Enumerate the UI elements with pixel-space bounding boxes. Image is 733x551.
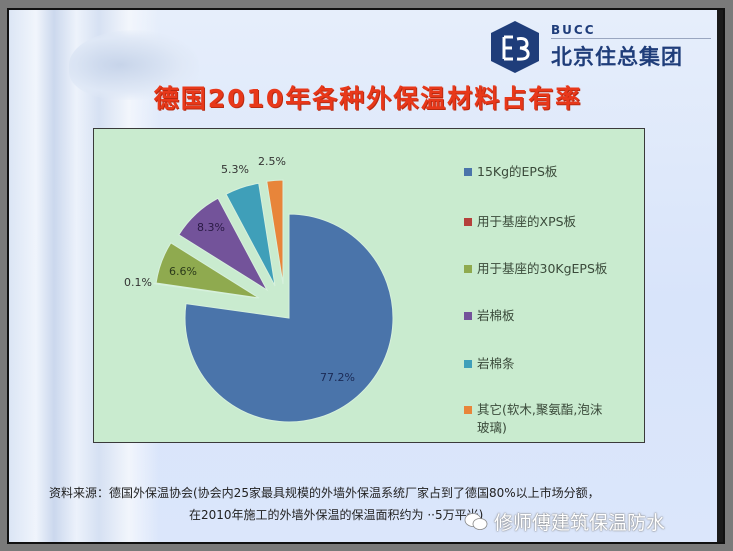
pie-slice-6 — [266, 179, 284, 285]
legend-swatch-icon — [464, 312, 472, 320]
source-line-1: 资料来源：德国外保温协会(协会内25家最具规模的外墙外保温系统厂家占到了德国80… — [49, 486, 600, 500]
pie-slice-4 — [178, 197, 269, 292]
slice-label-6: 2.5% — [258, 155, 286, 168]
pie-chart: 77.2% 0.1% 6.6% 8.3% 5.3% 2.5% 15Kg的EPS板用于基座的… — [93, 128, 645, 443]
legend-label: 岩棉板 — [477, 308, 515, 323]
slide-title: 德国2010年各种外保温材料占有率 — [153, 84, 583, 113]
bucc-logo-icon — [491, 21, 539, 73]
legend-label: 岩棉条 — [477, 356, 515, 371]
slice-label-2: 0.1% — [124, 276, 152, 289]
watermark: 修师傅建筑保温防水 — [464, 508, 665, 535]
pie-slice-5 — [225, 182, 276, 287]
slice-label-4: 8.3% — [197, 221, 225, 234]
legend-swatch-icon — [464, 168, 472, 176]
slide: BUCC 北京住总集团 德国2010年各种外保温材料占有率 77.2% 0.1% 6… — [7, 8, 725, 544]
legend-item: 岩棉条 — [464, 355, 644, 373]
background-pillar-capital — [69, 30, 199, 100]
legend-item: 岩棉板 — [464, 307, 644, 325]
source-line-2: 在2010年施工的外墙外保温的保温面积约为 ··5万平米) — [189, 508, 484, 522]
logo-chinese: 北京住总集团 — [551, 45, 683, 69]
slice-label-1: 77.2% — [320, 371, 355, 384]
legend-label: 其它(软木,聚氨酯,泡沫玻璃) — [477, 402, 603, 435]
pie-chart-plot: 77.2% 0.1% 6.6% 8.3% 5.3% 2.5% — [124, 155, 394, 423]
slide-shadow — [717, 10, 723, 542]
company-logo: BUCC 北京住总集团 — [487, 16, 723, 78]
watermark-text: 修师傅建筑保温防水 — [494, 512, 666, 534]
wechat-icon — [464, 512, 488, 530]
slice-label-3: 6.6% — [169, 265, 197, 278]
legend-item: 用于基座的30KgEPS板 — [464, 260, 644, 278]
legend-item: 其它(软木,聚氨酯,泡沫玻璃) — [464, 401, 614, 437]
pie-slice-1 — [184, 213, 394, 423]
legend-swatch-icon — [464, 360, 472, 368]
legend-item: 15Kg的EPS板 — [464, 163, 644, 181]
legend-swatch-icon — [464, 406, 472, 414]
legend-label: 用于基座的XPS板 — [477, 214, 577, 229]
logo-english: BUCC — [551, 23, 711, 39]
legend-swatch-icon — [464, 218, 472, 226]
legend-swatch-icon — [464, 265, 472, 273]
slice-label-5: 5.3% — [221, 163, 249, 176]
legend-item: 用于基座的XPS板 — [464, 213, 644, 231]
legend-label: 用于基座的30KgEPS板 — [477, 261, 608, 276]
pie-slice-3 — [155, 242, 260, 299]
legend-label: 15Kg的EPS板 — [477, 164, 558, 179]
